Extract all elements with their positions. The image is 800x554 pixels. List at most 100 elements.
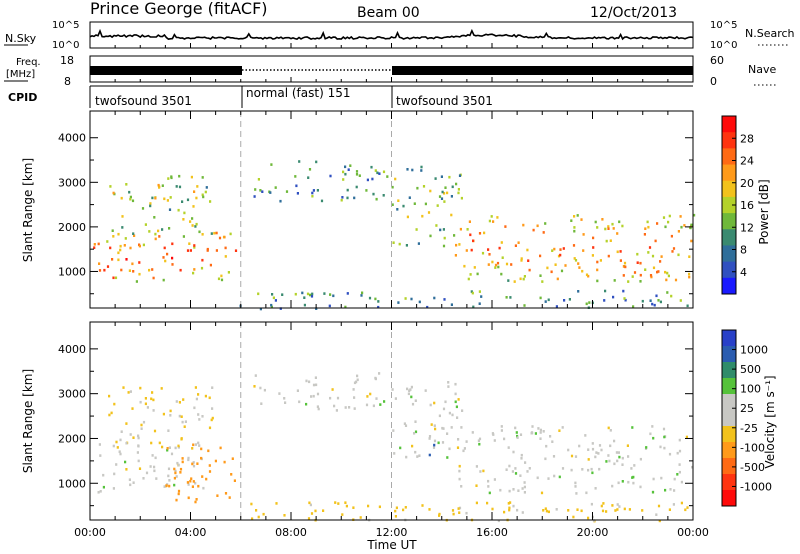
scatter-cell	[329, 396, 332, 400]
scatter-cell	[623, 507, 626, 511]
scatter-cell	[567, 448, 570, 452]
velocity-colorbar-swatch	[722, 490, 736, 507]
scatter-cell	[672, 503, 675, 506]
scatter-cell	[181, 420, 184, 424]
velocity-scatter	[97, 372, 694, 523]
scatter-cell	[434, 427, 437, 431]
scatter-cell	[367, 504, 370, 508]
scatter-cell	[410, 395, 413, 399]
scatter-cell	[621, 224, 624, 228]
y-tick-label: 3000	[58, 176, 86, 189]
scatter-cell	[605, 460, 608, 463]
scatter-cell	[174, 471, 177, 475]
scatter-cell	[672, 247, 676, 250]
scatter-cell	[521, 487, 524, 490]
scatter-cell	[587, 468, 590, 472]
scatter-cell	[616, 503, 619, 506]
scatter-cell	[161, 228, 164, 231]
scatter-cell	[360, 294, 363, 297]
scatter-cell	[555, 305, 558, 308]
scatter-cell	[353, 396, 356, 399]
scatter-cell	[405, 244, 408, 247]
scatter-cell	[639, 273, 642, 277]
scatter-cell	[171, 242, 174, 246]
scatter-cell	[128, 269, 131, 272]
scatter-cell	[599, 259, 602, 262]
scatter-cell	[371, 177, 374, 181]
scatter-cell	[662, 216, 666, 219]
scatter-cell	[342, 178, 345, 181]
scatter-cell	[137, 434, 140, 438]
scatter-cell	[420, 169, 423, 172]
scatter-cell	[383, 400, 386, 403]
scatter-cell	[680, 480, 683, 484]
scatter-cell	[253, 195, 256, 198]
scatter-cell	[121, 226, 124, 229]
scatter-cell	[137, 436, 140, 440]
scatter-cell	[402, 508, 405, 512]
scatter-cell	[218, 236, 222, 240]
scatter-cell	[344, 165, 347, 169]
scatter-cell	[617, 451, 620, 454]
scatter-cell	[113, 472, 116, 476]
scatter-cell	[166, 448, 169, 452]
scatter-cell	[414, 420, 417, 423]
scatter-cell	[162, 256, 165, 259]
scatter-cell	[178, 185, 182, 189]
scatter-cell	[98, 262, 101, 265]
scatter-cell	[171, 256, 174, 260]
scatter-cell	[303, 303, 306, 307]
scatter-cell	[192, 480, 195, 483]
scatter-cell	[210, 232, 213, 235]
scatter-cell	[215, 231, 218, 235]
scatter-cell	[391, 203, 394, 206]
scatter-cell	[316, 189, 319, 192]
scatter-cell	[598, 467, 601, 471]
scatter-cell	[207, 449, 210, 453]
scatter-cell	[414, 430, 418, 434]
scatter-cell	[609, 239, 612, 242]
scatter-cell	[450, 195, 453, 198]
scatter-cell	[622, 274, 625, 277]
scatter-cell	[168, 479, 171, 482]
scatter-cell	[98, 443, 101, 446]
scatter-cell	[469, 273, 472, 276]
scatter-cell	[496, 261, 500, 265]
scatter-cell	[544, 300, 547, 303]
scatter-cell	[314, 509, 317, 513]
scatter-cell	[119, 248, 122, 252]
scatter-cell	[578, 444, 581, 448]
scatter-cell	[655, 294, 658, 298]
scatter-cell	[120, 430, 123, 433]
scatter-cell	[659, 300, 662, 304]
scatter-cell	[631, 426, 634, 429]
scatter-cell	[308, 501, 311, 505]
scatter-cell	[408, 196, 411, 199]
scatter-cell	[443, 192, 446, 195]
scatter-cell	[369, 392, 372, 396]
scatter-cell	[259, 307, 262, 311]
scatter-cell	[552, 455, 556, 458]
scatter-cell	[592, 236, 595, 240]
scatter-cell	[138, 244, 141, 248]
scatter-cell	[349, 164, 352, 167]
power-colorbar-swatch	[722, 261, 736, 279]
freq-tick-low: 8	[64, 75, 71, 88]
scatter-cell	[257, 178, 260, 181]
velocity-colorbar-label: Velocity [m s⁻¹]	[763, 375, 777, 468]
power-colorbar-swatch	[722, 132, 736, 149]
scatter-cell	[605, 510, 608, 513]
scatter-cell	[345, 504, 348, 508]
scatter-cell	[573, 215, 576, 218]
scatter-cell	[683, 224, 686, 227]
scatter-cell	[631, 275, 634, 278]
scatter-cell	[622, 289, 625, 293]
scatter-cell	[197, 484, 200, 488]
scatter-cell	[618, 505, 621, 508]
scatter-cell	[656, 270, 659, 274]
scatter-cell	[516, 434, 519, 438]
scatter-cell	[191, 462, 194, 466]
noise-search-label: N.Search	[745, 27, 795, 40]
scatter-cell	[451, 509, 455, 512]
scatter-cell	[564, 264, 567, 267]
